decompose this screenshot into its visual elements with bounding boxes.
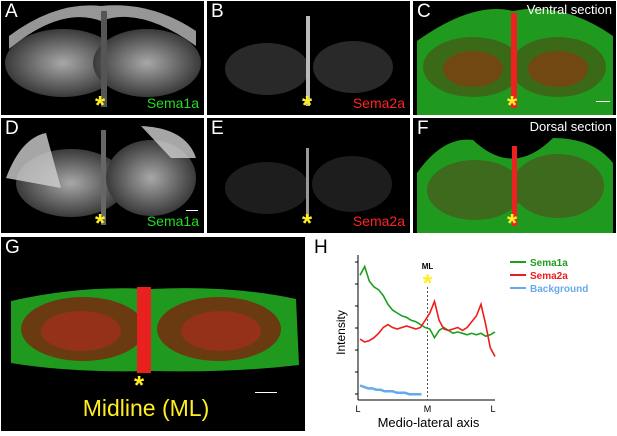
legend-label-background: Background: [530, 284, 588, 295]
micrograph-d: [6, 126, 196, 225]
midline-label: Midline (ML): [82, 395, 210, 421]
micrograph-c: [417, 8, 613, 115]
channel-label-sema2a-b: Sema2a: [352, 95, 405, 111]
micrograph-f: [417, 138, 613, 233]
x-tick-label: L: [355, 404, 360, 414]
micrograph-a: [5, 5, 201, 107]
micrograph-g: [11, 287, 299, 373]
ml-annotation: ML: [422, 262, 434, 271]
y-axis-label: Intensity: [334, 310, 348, 355]
panel-d: D Sema1a *: [1, 118, 204, 233]
midline-star-e: *: [302, 208, 313, 233]
series-line-sema2a: [359, 298, 496, 357]
panel-c: C Ventral section *: [413, 1, 616, 115]
panel-g: G * Midline (ML): [1, 237, 305, 431]
panel-label-d: D: [5, 118, 19, 139]
midline-star-b: *: [302, 90, 313, 115]
section-label-ventral: Ventral section: [526, 2, 612, 17]
panel-h: H L M L Medio-lateral axis Intensity ML * Sema1…: [310, 237, 616, 431]
x-axis-label: Medio-lateral axis: [378, 415, 480, 430]
scale-bar-g: [255, 392, 277, 393]
midline-star-g: *: [134, 370, 145, 400]
scale-bar-d: [186, 210, 198, 211]
section-label-dorsal: Dorsal section: [529, 119, 612, 134]
series-line-background: [359, 384, 422, 396]
x-tick-label: L: [490, 404, 495, 414]
midline-star-c: *: [507, 90, 518, 115]
panel-label-f: F: [417, 118, 429, 139]
panel-f: F Dorsal section *: [413, 118, 616, 233]
panel-label-b: B: [211, 1, 224, 22]
panel-label-g: G: [5, 237, 20, 258]
ml-annotation-star: *: [423, 270, 433, 297]
micrograph-b: [225, 16, 393, 106]
panel-e: E Sema2a *: [207, 118, 410, 233]
panel-label-c: C: [417, 1, 431, 22]
scale-bar-c: [596, 101, 610, 102]
midline-star-f: *: [507, 208, 518, 233]
channel-label-sema1a-a: Sema1a: [146, 95, 199, 111]
midline-star-a: *: [95, 90, 106, 115]
legend-label-sema2a: Sema2a: [530, 271, 568, 282]
panel-label-h: H: [314, 237, 328, 258]
panel-label-e: E: [211, 118, 224, 139]
legend-label-sema1a: Sema1a: [530, 258, 568, 269]
micrograph-e: [225, 148, 392, 218]
series-line-sema1a: [359, 264, 496, 340]
x-tick-label: M: [424, 404, 432, 414]
channel-label-sema1a-d: Sema1a: [146, 213, 199, 229]
panel-b: B Sema2a *: [207, 1, 410, 115]
midline-star-d: *: [95, 208, 106, 233]
panel-a: A Sema1a *: [1, 1, 204, 115]
channel-label-sema2a-e: Sema2a: [352, 213, 405, 229]
panel-label-a: A: [5, 1, 18, 22]
